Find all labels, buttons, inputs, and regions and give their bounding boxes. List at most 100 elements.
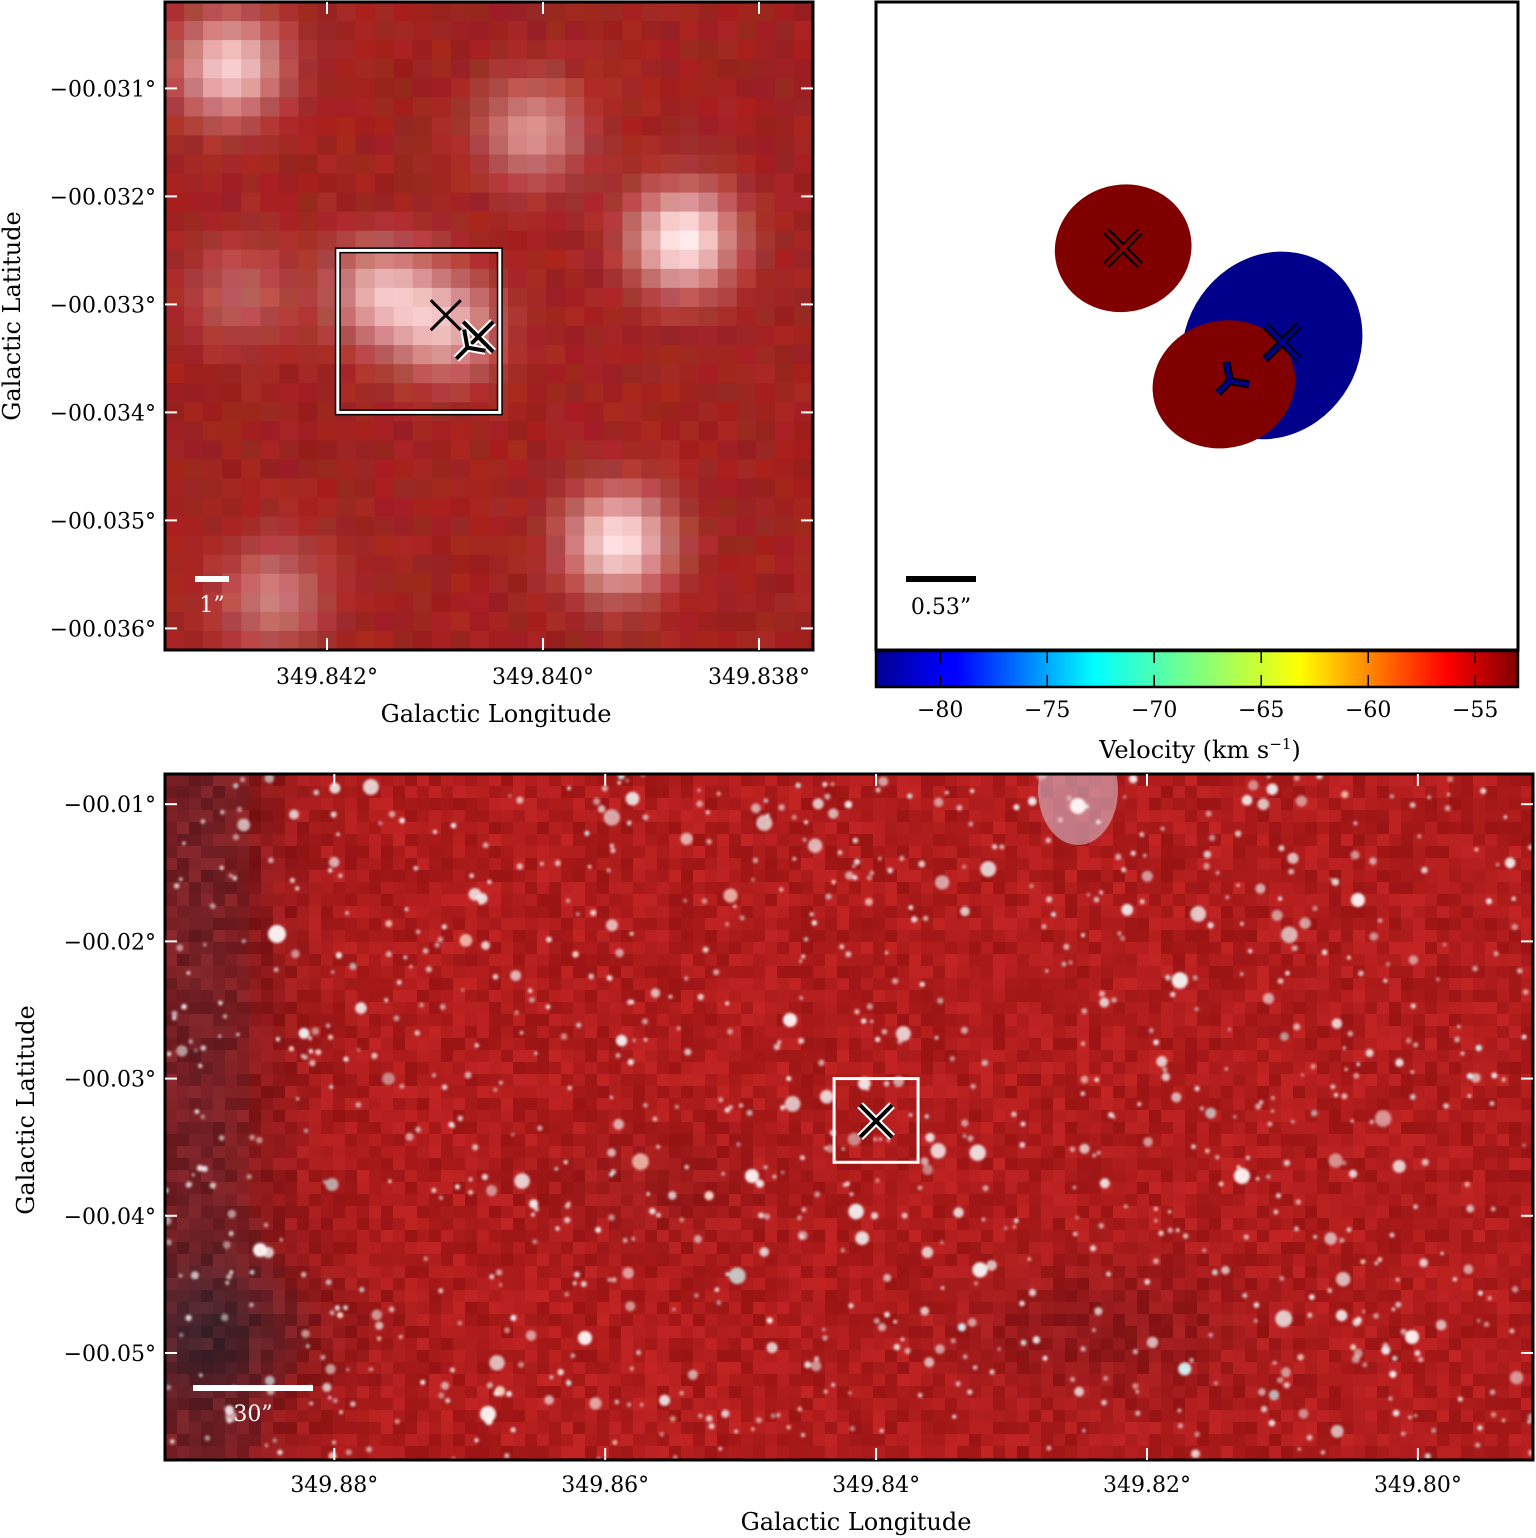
image-pixel xyxy=(793,516,813,537)
background-pixel xyxy=(753,1398,766,1411)
background-pixel xyxy=(165,1038,178,1051)
image-pixel xyxy=(527,497,547,518)
image-pixel xyxy=(717,78,738,98)
background-pixel xyxy=(165,1350,178,1363)
background-pixel xyxy=(477,1014,490,1027)
background-pixel xyxy=(657,918,670,931)
background-pixel xyxy=(165,918,178,931)
image-pixel xyxy=(241,211,261,232)
background-pixel xyxy=(417,990,430,1003)
background-pixel xyxy=(921,930,934,943)
background-pixel xyxy=(645,1410,658,1423)
background-pixel xyxy=(729,1302,742,1315)
background-pixel xyxy=(645,858,658,871)
background-pixel xyxy=(561,1038,574,1051)
background-pixel xyxy=(789,798,802,811)
background-pixel xyxy=(441,870,454,883)
image-pixel xyxy=(165,268,185,289)
background-pixel xyxy=(909,930,922,943)
background-pixel xyxy=(489,1302,502,1315)
image-pixel xyxy=(431,345,452,365)
image-pixel xyxy=(393,421,414,441)
background-pixel xyxy=(393,1218,406,1231)
background-pixel xyxy=(885,1194,898,1207)
background-pixel xyxy=(525,1254,538,1267)
background-pixel xyxy=(777,810,790,823)
image-pixel xyxy=(793,2,813,22)
background-pixel xyxy=(897,918,910,931)
image-pixel xyxy=(393,383,414,403)
background-pixel xyxy=(621,858,634,871)
background-pixel xyxy=(297,1338,310,1351)
background-pixel xyxy=(705,798,718,811)
background-pixel xyxy=(441,882,454,895)
image-pixel xyxy=(603,592,624,613)
background-pixel xyxy=(777,1374,790,1387)
image-pixel xyxy=(317,573,338,594)
background-pixel xyxy=(573,1026,586,1039)
image-pixel xyxy=(660,21,681,41)
background-pixel xyxy=(429,846,442,859)
image-pixel xyxy=(774,154,795,175)
background-pixel xyxy=(525,1110,538,1123)
image-pixel xyxy=(469,383,490,403)
background-pixel xyxy=(717,906,730,919)
background-pixel xyxy=(285,1422,298,1435)
image-pixel xyxy=(469,573,490,594)
image-pixel xyxy=(374,192,395,213)
background-pixel xyxy=(237,1134,250,1147)
background-pixel xyxy=(777,1182,790,1195)
background-pixel xyxy=(909,894,922,907)
background-pixel xyxy=(489,882,502,895)
background-pixel xyxy=(825,1266,838,1279)
background-pixel xyxy=(585,1074,598,1087)
image-pixel xyxy=(298,268,319,289)
background-pixel xyxy=(849,1158,862,1171)
background-pixel xyxy=(165,1146,178,1159)
background-pixel xyxy=(909,858,922,871)
background-pixel xyxy=(825,1242,838,1255)
background-pixel xyxy=(729,1074,742,1087)
image-pixel xyxy=(260,383,280,403)
background-pixel xyxy=(513,978,526,991)
image-pixel xyxy=(184,440,204,461)
image-pixel xyxy=(679,383,700,403)
background-pixel xyxy=(261,810,274,823)
background-pixel xyxy=(189,882,202,895)
background-pixel xyxy=(561,1338,574,1351)
background-pixel xyxy=(657,1422,670,1435)
image-pixel xyxy=(527,211,547,232)
image-pixel xyxy=(317,97,338,117)
image-pixel xyxy=(565,268,585,289)
image-pixel xyxy=(698,59,719,79)
background-pixel xyxy=(705,774,718,787)
background-pixel xyxy=(537,774,550,787)
image-pixel xyxy=(298,459,319,480)
background-pixel xyxy=(609,1074,622,1087)
image-pixel xyxy=(641,611,662,632)
background-pixel xyxy=(657,1194,670,1207)
background-pixel xyxy=(633,1434,646,1447)
background-pixel xyxy=(921,1266,934,1279)
image-pixel xyxy=(260,402,280,422)
background-pixel xyxy=(549,1050,562,1063)
background-pixel xyxy=(201,1398,214,1411)
background-pixel xyxy=(477,1242,490,1255)
background-pixel xyxy=(201,1110,214,1123)
background-pixel xyxy=(525,870,538,883)
image-pixel xyxy=(412,59,433,79)
background-pixel xyxy=(489,1038,502,1051)
background-pixel xyxy=(813,1386,826,1399)
image-pixel xyxy=(241,97,261,117)
background-pixel xyxy=(273,906,286,919)
background-pixel xyxy=(585,1206,598,1219)
background-pixel xyxy=(789,1122,802,1135)
background-pixel xyxy=(177,930,190,943)
background-pixel xyxy=(177,1350,190,1363)
background-pixel xyxy=(321,1230,334,1243)
background-pixel xyxy=(801,1098,814,1111)
background-pixel xyxy=(597,930,610,943)
background-pixel xyxy=(201,846,214,859)
background-pixel xyxy=(309,966,322,979)
background-pixel xyxy=(309,1338,322,1351)
